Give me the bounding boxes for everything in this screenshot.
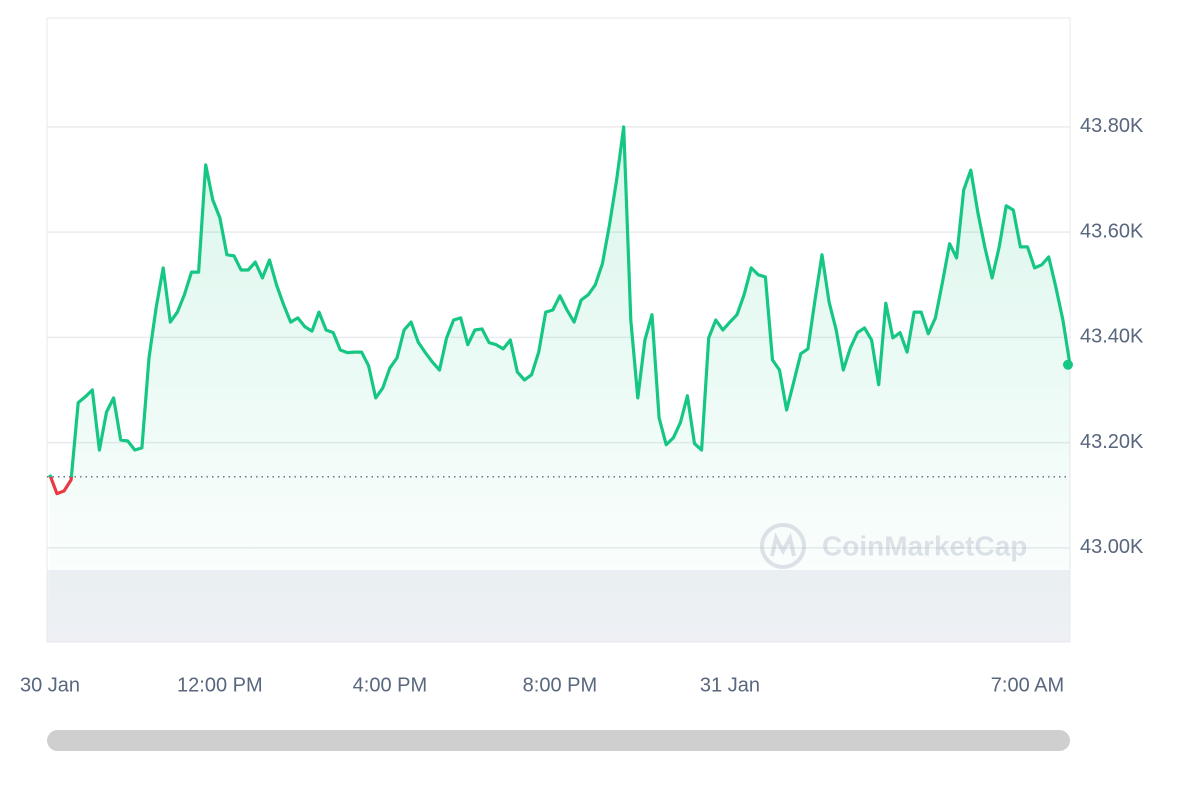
y-tick-label: 43.20K: [1080, 431, 1144, 453]
watermark-logo: [760, 523, 806, 569]
x-tick-label: 31 Jan: [700, 674, 760, 696]
x-tick-label: 8:00 PM: [523, 674, 597, 696]
y-tick-label: 43.80K: [1080, 115, 1144, 137]
y-tick-label: 43.00K: [1080, 536, 1144, 558]
y-tick-label: 43.40K: [1080, 326, 1144, 348]
watermark-logo-mark: [770, 532, 796, 557]
x-tick-label: 30 Jan: [20, 674, 80, 696]
watermark-text: CoinMarketCap: [822, 530, 1027, 561]
price-line: [48, 125, 1072, 496]
area: [49, 126, 1071, 642]
watermark: CoinMarketCap: [760, 523, 1027, 569]
x-tick-label: 12:00 PM: [177, 674, 263, 696]
scrollbar[interactable]: [47, 730, 1070, 751]
x-tick-label: 7:00 AM: [991, 674, 1064, 696]
x-tick-label: 4:00 PM: [353, 674, 427, 696]
last-point: [1063, 359, 1073, 370]
y-tick-label: 43.60K: [1080, 220, 1144, 242]
